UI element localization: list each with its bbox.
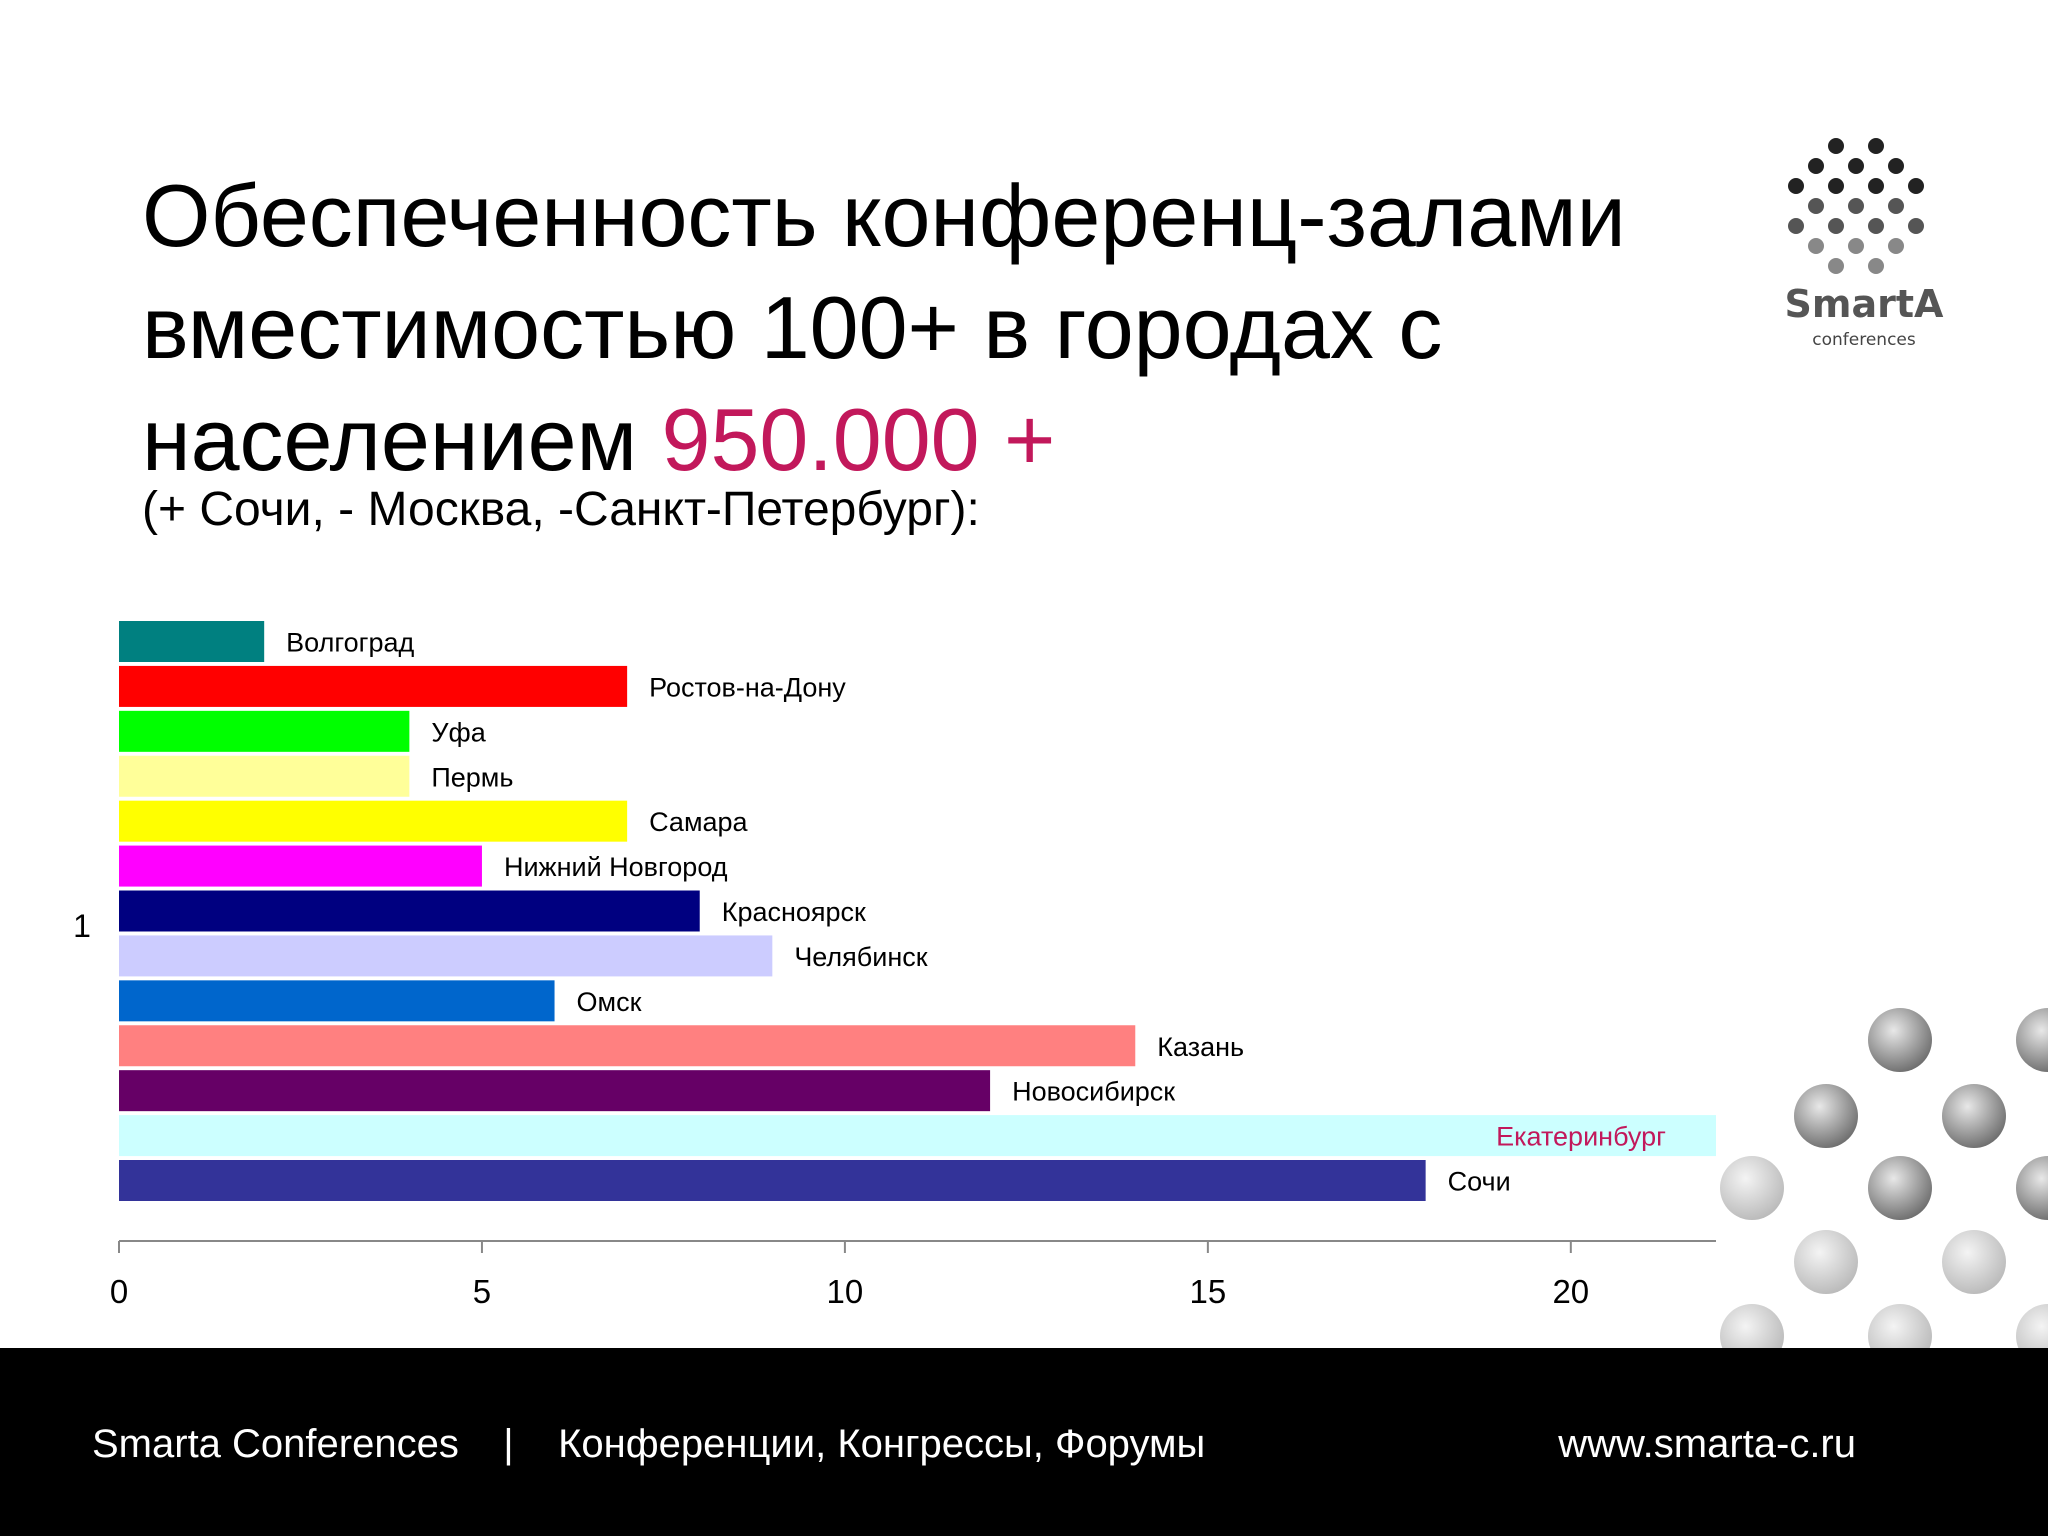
title-accent: 950.000 +	[661, 390, 1056, 489]
decorative-dots	[1720, 1008, 2048, 1348]
x-tick-label: 5	[473, 1273, 491, 1310]
bar-labels-group: Волгоград Ростов-на-Дону Уфа Пермь Самара Ниж…	[286, 628, 1666, 1197]
bar-2	[119, 665, 628, 707]
title-main: Обеспеченность конференц-залами вместимо…	[142, 166, 1626, 489]
bar-13	[119, 1160, 1426, 1201]
bar-label-13: Сочи	[1448, 1167, 1511, 1197]
bar-label-5: Самара	[649, 807, 748, 837]
bar-label-7: Красноярск	[722, 897, 866, 927]
logo-tagline: conferences	[1812, 330, 1916, 350]
footer-company: Smarta Conferences | Конференции, Конгре…	[92, 1422, 1206, 1466]
bar-5	[119, 800, 628, 842]
bar-11	[119, 1070, 991, 1112]
bar-12	[119, 1115, 1716, 1157]
bar-label-9: Омск	[577, 987, 642, 1017]
bar-1	[119, 621, 265, 662]
bar-label-3: Уфа	[431, 717, 486, 747]
slide-title: Обеспеченность конференц-залами вместимо…	[142, 160, 1642, 496]
footer-bar: Smarta Conferences | Конференции, Конгре…	[0, 1348, 2048, 1536]
bar-9	[119, 980, 555, 1022]
bar-7	[119, 890, 700, 932]
x-tick-label: 20	[1552, 1273, 1589, 1310]
bar-label-2: Ростов-на-Дону	[649, 672, 846, 702]
bar-3	[119, 710, 410, 752]
bar-10	[119, 1025, 1136, 1067]
bar-6	[119, 845, 482, 887]
x-tick-label: 10	[827, 1273, 864, 1310]
bar-label-10: Казань	[1157, 1032, 1244, 1062]
bar-4	[119, 755, 410, 797]
x-axis-ticks: 0 5 10 15 20	[110, 1241, 1589, 1310]
bar-label-12: Екатеринбург	[1496, 1122, 1666, 1152]
x-tick-label: 0	[110, 1273, 128, 1310]
footer-website-link[interactable]: www.smarta-c.ru	[1558, 1422, 1856, 1466]
bar-8	[119, 935, 773, 977]
bar-label-8: Челябинск	[794, 942, 927, 972]
bar-label-11: Новосибирск	[1012, 1077, 1175, 1107]
bar-label-1: Волгоград	[286, 628, 414, 658]
bar-label-6: Нижний Новгород	[504, 852, 728, 882]
x-tick-label: 15	[1190, 1273, 1227, 1310]
category-label: 1	[73, 908, 91, 944]
bars-group	[119, 621, 1716, 1201]
logo-wordmark: SmartA	[1784, 282, 1944, 326]
dot-sphere-logo-icon	[1788, 138, 1924, 274]
bar-label-4: Пермь	[431, 762, 513, 792]
bar-chart: Волгоград Ростов-на-Дону Уфа Пермь Самара Ниж…	[73, 621, 1716, 1310]
slide-subtitle: (+ Сочи, - Москва, -Санкт-Петербург):	[142, 483, 980, 536]
